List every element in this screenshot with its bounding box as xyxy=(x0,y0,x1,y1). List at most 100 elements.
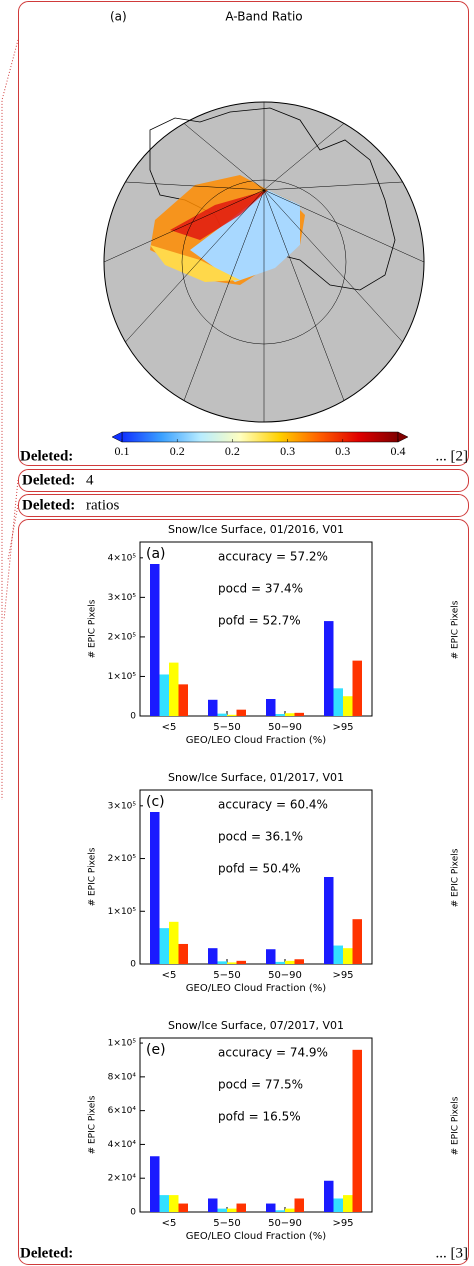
bar xyxy=(208,948,218,964)
x-tick-label: 50−90 xyxy=(268,722,302,733)
x-tick-label: 50−90 xyxy=(268,1218,302,1229)
comment-ref: ... [2] xyxy=(436,448,469,464)
bar xyxy=(324,1181,334,1212)
connector xyxy=(8,505,18,560)
x-tick-label: 5−50 xyxy=(213,722,240,733)
x-tick-label: 5−50 xyxy=(213,1218,240,1229)
y-tick-label: 3×10⁵ xyxy=(108,801,137,811)
panel-label: (e) xyxy=(146,1042,166,1058)
comment-text: 4 xyxy=(86,472,94,488)
map xyxy=(104,102,424,422)
y-tick-label: 3×10⁵ xyxy=(108,593,137,603)
bar xyxy=(295,1198,305,1212)
bar xyxy=(334,688,344,716)
bar xyxy=(160,928,170,964)
bar xyxy=(208,1198,218,1212)
document: (a) A-Band Ratio Deleted: ... [2] Delete… xyxy=(0,0,474,1266)
colorbar-arrow xyxy=(112,432,122,442)
bar xyxy=(150,793,160,964)
bar xyxy=(208,700,218,716)
y-tick-label: 4×10⁵ xyxy=(108,553,137,563)
bar xyxy=(227,1209,237,1212)
panel-label: (a) xyxy=(110,10,127,24)
bar xyxy=(266,949,276,964)
map-title: A-Band Ratio xyxy=(225,10,302,24)
x-tick-label: 5−50 xyxy=(213,970,240,981)
bar xyxy=(179,1204,189,1212)
colorbar-tick-label: 0.1 xyxy=(115,444,130,458)
y-axis-label: # EPIC Pixels xyxy=(88,1095,98,1154)
bar xyxy=(237,710,247,716)
connector xyxy=(2,40,18,800)
comment-label: Deleted: xyxy=(22,497,75,513)
bar xyxy=(169,922,179,964)
y-tick-label: 1×10⁵ xyxy=(108,1039,137,1049)
comment-label: Deleted: xyxy=(22,472,75,488)
bar xyxy=(343,1195,353,1212)
colorbar xyxy=(122,432,398,442)
connector-lines xyxy=(2,40,18,800)
bar xyxy=(237,1204,247,1212)
comment-label: Deleted: xyxy=(20,448,73,464)
chart-title: Snow/Ice Surface, 01/2017, V01 xyxy=(168,771,344,784)
connector xyxy=(4,480,18,620)
bar xyxy=(295,713,305,716)
colorbar-tick-label: 0.2 xyxy=(170,444,185,458)
comment-text: ratios xyxy=(86,497,119,513)
annotation: accuracy = 57.2% xyxy=(218,550,328,564)
bar xyxy=(160,674,170,716)
x-axis-label: GEO/LEO Cloud Fraction (%) xyxy=(186,983,326,994)
y-axis-label: # EPIC Pixels xyxy=(88,847,98,906)
bar xyxy=(334,946,344,964)
y-tick-label: 4×10⁴ xyxy=(108,1140,137,1150)
y-tick-label: 1×10⁵ xyxy=(108,672,137,682)
y-tick-label: 2×10⁵ xyxy=(108,854,137,864)
y-tick-label: 0 xyxy=(130,1208,136,1218)
annotation: pocd = 77.5% xyxy=(218,1078,303,1092)
comment-ref: ... [3] xyxy=(436,1245,469,1261)
y-tick-label: 6×10⁴ xyxy=(108,1106,137,1116)
bar xyxy=(218,1209,228,1212)
x-tick-label: >95 xyxy=(332,1218,353,1229)
plot-frame xyxy=(140,1038,372,1212)
x-tick-label: 50−90 xyxy=(268,970,302,981)
y-axis-label: # EPIC Pixels xyxy=(88,599,98,658)
bar xyxy=(276,962,286,964)
panel-label: (a) xyxy=(146,546,166,562)
bar xyxy=(169,1195,179,1212)
bar xyxy=(353,661,363,716)
comment-label: Deleted: xyxy=(20,1245,73,1261)
x-tick-label: <5 xyxy=(162,1218,177,1229)
bar xyxy=(150,1156,160,1212)
bar xyxy=(343,696,353,716)
bar xyxy=(353,1050,363,1212)
x-tick-label: >95 xyxy=(332,722,353,733)
y-tick-label: 2×10⁴ xyxy=(108,1174,137,1184)
bar xyxy=(266,1204,276,1212)
bar xyxy=(266,699,276,716)
x-tick-label: >95 xyxy=(332,970,353,981)
annotation: pofd = 16.5% xyxy=(218,1110,301,1124)
bar xyxy=(218,961,228,964)
annotation: pofd = 50.4% xyxy=(218,862,301,876)
bar xyxy=(285,961,295,964)
side-label: # EPIC Pixels xyxy=(451,600,461,659)
comment-box xyxy=(19,520,469,1265)
page: (a) A-Band Ratio Deleted: ... [2] Delete… xyxy=(0,0,474,1266)
colorbar-tick-label: 0.3 xyxy=(280,444,295,458)
x-axis-label: GEO/LEO Cloud Fraction (%) xyxy=(186,1231,326,1242)
bar xyxy=(179,684,189,716)
colorbar-arrow xyxy=(398,432,408,442)
x-axis-label: GEO/LEO Cloud Fraction (%) xyxy=(186,735,326,746)
colorbar-tick-label: 0.4 xyxy=(391,444,406,458)
x-tick-label: <5 xyxy=(162,722,177,733)
bar xyxy=(324,621,334,716)
chart-title: Snow/Ice Surface, 01/2016, V01 xyxy=(168,523,344,536)
chart-title: Snow/Ice Surface, 07/2017, V01 xyxy=(168,1019,344,1032)
bar xyxy=(324,877,334,964)
x-tick-label: <5 xyxy=(162,970,177,981)
bar xyxy=(227,715,237,716)
bar xyxy=(218,714,228,716)
bar xyxy=(227,962,237,964)
side-label: # EPIC Pixels xyxy=(451,848,461,907)
